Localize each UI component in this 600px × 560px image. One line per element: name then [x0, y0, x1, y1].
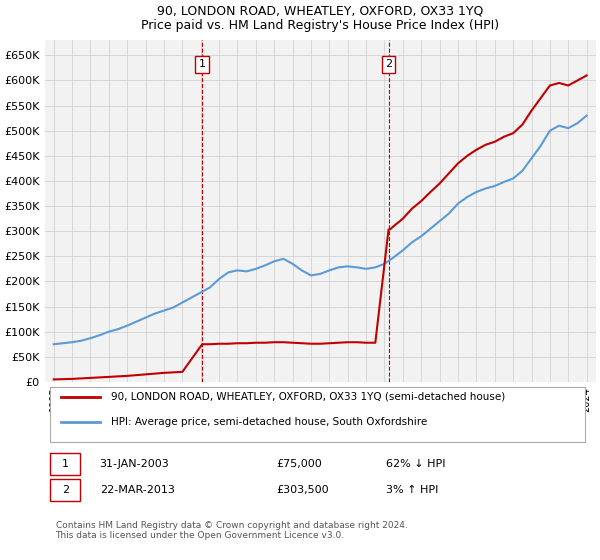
Text: 3% ↑ HPI: 3% ↑ HPI [386, 485, 439, 495]
FancyBboxPatch shape [50, 479, 80, 501]
Text: 2: 2 [62, 485, 69, 495]
Text: 2: 2 [385, 59, 392, 69]
Title: 90, LONDON ROAD, WHEATLEY, OXFORD, OX33 1YQ
Price paid vs. HM Land Registry's Ho: 90, LONDON ROAD, WHEATLEY, OXFORD, OX33 … [141, 4, 499, 32]
Text: £75,000: £75,000 [276, 459, 322, 469]
FancyBboxPatch shape [50, 387, 585, 441]
Text: 1: 1 [62, 459, 69, 469]
Text: 31-JAN-2003: 31-JAN-2003 [100, 459, 169, 469]
FancyBboxPatch shape [50, 452, 80, 475]
Text: £303,500: £303,500 [276, 485, 329, 495]
Text: HPI: Average price, semi-detached house, South Oxfordshire: HPI: Average price, semi-detached house,… [110, 417, 427, 427]
Text: 1: 1 [199, 59, 206, 69]
Text: Contains HM Land Registry data © Crown copyright and database right 2024.
This d: Contains HM Land Registry data © Crown c… [56, 521, 407, 540]
Text: 62% ↓ HPI: 62% ↓ HPI [386, 459, 446, 469]
Text: 22-MAR-2013: 22-MAR-2013 [100, 485, 175, 495]
Text: 90, LONDON ROAD, WHEATLEY, OXFORD, OX33 1YQ (semi-detached house): 90, LONDON ROAD, WHEATLEY, OXFORD, OX33 … [110, 392, 505, 402]
